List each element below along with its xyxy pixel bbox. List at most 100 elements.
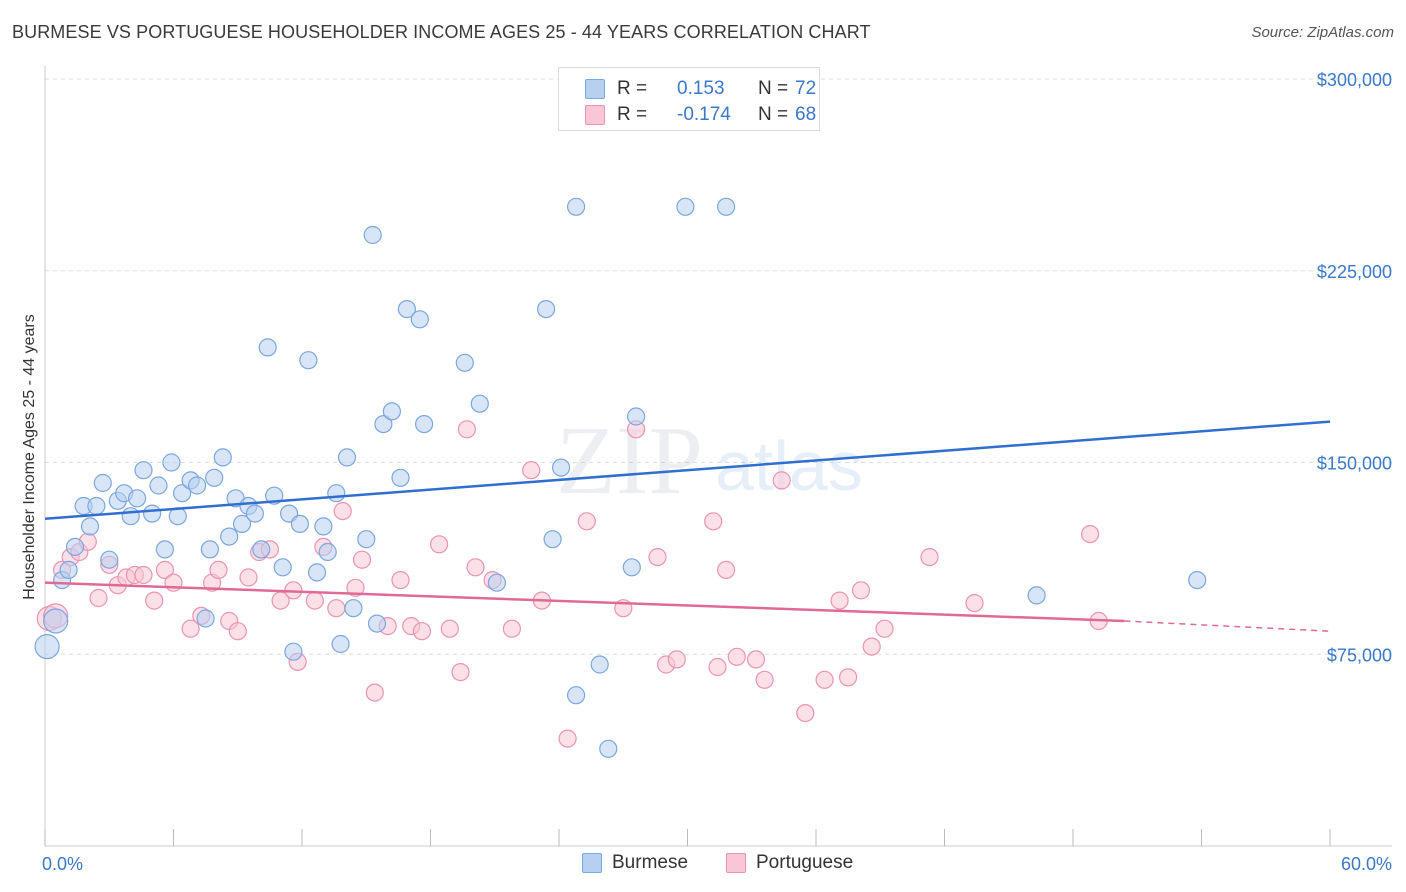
portuguese-point [155,560,174,580]
portuguese-point [1080,524,1100,544]
tick-labels: $75,000 $150,000 $225,000 $300,000 0.0% 60.0% [42,70,1392,874]
n-value: 72 [795,78,817,99]
y-tick-label: $300,000 [1317,70,1392,90]
portuguese-point [134,565,153,585]
portuguese-point [333,502,352,521]
portuguese-trend-line [44,581,1125,623]
portuguese-point [830,591,849,610]
burmese-point [121,507,140,526]
burmese-point [566,686,586,705]
burmese-point [213,448,232,467]
burmese-point [43,608,69,634]
burmese-point [626,407,646,426]
burmese-point [599,739,618,758]
source-label: Source: ZipAtlas.com [1251,24,1394,41]
portuguese-point [755,670,774,689]
portuguese-point [145,591,164,610]
burmese-point [155,540,174,559]
burmese-point [188,476,207,495]
portuguese-point [89,588,108,608]
portuguese-point [502,619,521,638]
x-tick-label: 0.0% [42,854,83,874]
burmese-swatch [582,853,602,873]
portuguese-point [440,619,459,638]
portuguese-trend-extension [1124,620,1331,632]
y-tick-label: $225,000 [1317,262,1392,282]
burmese-point [716,197,736,216]
portuguese-point [430,535,449,554]
portuguese-point [305,591,324,610]
burmese-point [543,530,562,549]
burmese-point [307,563,327,582]
portuguese-point [746,650,766,669]
portuguese-point [558,729,577,748]
burmese-point [363,225,382,245]
burmese-point [676,197,695,216]
burmese-point [314,517,333,536]
burmese-point [80,517,100,536]
burmese-point [337,448,357,467]
burmese-swatch [585,79,605,99]
burmese-point [622,558,641,577]
burmese-point [318,542,337,562]
burmese-point [93,473,112,493]
portuguese-point [667,650,686,669]
burmese-point [143,504,162,523]
burmese-point [397,300,416,319]
portuguese-point [772,471,791,490]
portuguese-point [577,512,596,531]
y-tick-label: $150,000 [1317,454,1392,474]
portuguese-point [862,637,881,656]
y-axis-label: Householder Income Ages 25 - 44 years [21,314,38,600]
portuguese-point [412,622,431,641]
portuguese-point [451,662,470,682]
portuguese-point [965,593,984,613]
burmese-point [34,633,60,660]
portuguese-point [522,461,541,480]
portuguese-point [181,619,200,638]
burmese-point [1188,570,1207,590]
burmese-point [173,484,192,503]
burmese-point [391,468,410,487]
portuguese-point [457,420,476,439]
burmese-point [327,484,346,503]
burmese-point [273,558,292,577]
correlation-legend: R = 0.153 N = 72 R = -0.174 N = 68 [558,67,820,131]
burmese-point [162,453,181,472]
burmese-point [59,560,78,580]
legend-label-burmese: Burmese [612,852,689,873]
r-label: R = [617,104,648,125]
portuguese-point [716,560,736,580]
burmese-point [331,634,350,654]
n-value: 68 [795,104,817,125]
y-tick-label: $75,000 [1327,645,1392,665]
burmese-point [205,468,224,487]
r-value: 0.153 [677,78,725,99]
n-label: N = [758,104,789,125]
burmese-point [87,496,106,516]
portuguese-point [875,619,894,638]
portuguese-point [346,578,365,597]
portuguese-point [352,550,372,569]
burmese-point [220,527,239,546]
burmese-point [374,415,393,434]
burmese-point [536,300,556,319]
portuguese-point [708,657,727,677]
portuguese-point [815,670,834,689]
burmese-point [200,540,219,559]
burmese-point [65,537,85,557]
portuguese-point [365,683,384,702]
burmese-point [149,476,168,495]
burmese-point [551,458,571,477]
burmese-point [1027,586,1046,605]
burmese-points [34,197,1207,758]
burmese-point [410,310,429,329]
burmese-point [284,642,303,661]
burmese-point [357,530,376,549]
burmese-point [470,394,489,413]
portuguese-point [228,622,247,641]
burmese-point [344,599,363,618]
x-tick-label: 60.0% [1341,854,1392,874]
burmese-point [299,351,318,370]
burmese-point [566,197,586,216]
